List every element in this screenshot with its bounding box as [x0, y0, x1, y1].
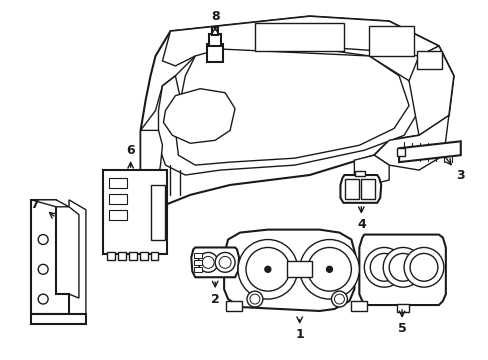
- Circle shape: [215, 252, 235, 272]
- Bar: [194, 253, 202, 258]
- Polygon shape: [69, 200, 86, 324]
- Circle shape: [264, 266, 270, 272]
- Bar: [207, 44, 223, 62]
- Bar: [108, 194, 126, 204]
- Text: 5: 5: [397, 322, 406, 336]
- Bar: [106, 252, 115, 260]
- Bar: [368, 26, 413, 56]
- Bar: [396, 304, 408, 312]
- Bar: [108, 178, 126, 188]
- Polygon shape: [141, 16, 453, 205]
- Circle shape: [38, 264, 48, 274]
- Text: 7: 7: [30, 198, 39, 211]
- Circle shape: [198, 252, 218, 272]
- Text: 1: 1: [295, 328, 304, 341]
- Polygon shape: [141, 130, 162, 195]
- Polygon shape: [175, 49, 408, 165]
- Bar: [351, 301, 366, 311]
- Text: 4: 4: [356, 218, 365, 231]
- Polygon shape: [354, 155, 388, 185]
- Polygon shape: [158, 46, 418, 175]
- Circle shape: [364, 247, 403, 287]
- Circle shape: [383, 247, 422, 287]
- Bar: [194, 260, 202, 265]
- Bar: [396, 148, 404, 156]
- Bar: [194, 267, 202, 272]
- Bar: [355, 171, 365, 176]
- Circle shape: [238, 239, 297, 299]
- Polygon shape: [162, 16, 438, 66]
- Bar: [345, 179, 359, 199]
- Bar: [286, 261, 311, 277]
- Circle shape: [38, 235, 48, 244]
- Bar: [254, 23, 344, 51]
- Bar: [150, 252, 158, 260]
- Text: 3: 3: [455, 168, 464, 181]
- Circle shape: [299, 239, 359, 299]
- Polygon shape: [408, 46, 453, 135]
- Circle shape: [246, 291, 263, 307]
- Bar: [150, 185, 165, 239]
- Circle shape: [331, 291, 346, 307]
- Circle shape: [38, 294, 48, 304]
- Polygon shape: [31, 200, 69, 314]
- Polygon shape: [224, 230, 355, 311]
- Bar: [225, 301, 242, 311]
- Bar: [118, 252, 125, 260]
- Polygon shape: [191, 247, 239, 277]
- Bar: [139, 252, 147, 260]
- Bar: [212, 27, 218, 35]
- Polygon shape: [31, 200, 69, 207]
- Circle shape: [403, 247, 443, 287]
- Polygon shape: [340, 175, 381, 203]
- Polygon shape: [359, 235, 445, 305]
- Bar: [361, 179, 374, 199]
- Bar: [108, 210, 126, 220]
- Bar: [416, 51, 441, 69]
- Text: 6: 6: [126, 144, 135, 157]
- Text: 2: 2: [210, 293, 219, 306]
- Polygon shape: [373, 116, 448, 170]
- Polygon shape: [163, 89, 235, 143]
- Circle shape: [326, 266, 332, 272]
- Polygon shape: [31, 314, 86, 324]
- Bar: [102, 170, 167, 255]
- Polygon shape: [398, 141, 460, 162]
- Bar: [128, 252, 136, 260]
- Text: 8: 8: [210, 10, 219, 23]
- Bar: [209, 34, 221, 46]
